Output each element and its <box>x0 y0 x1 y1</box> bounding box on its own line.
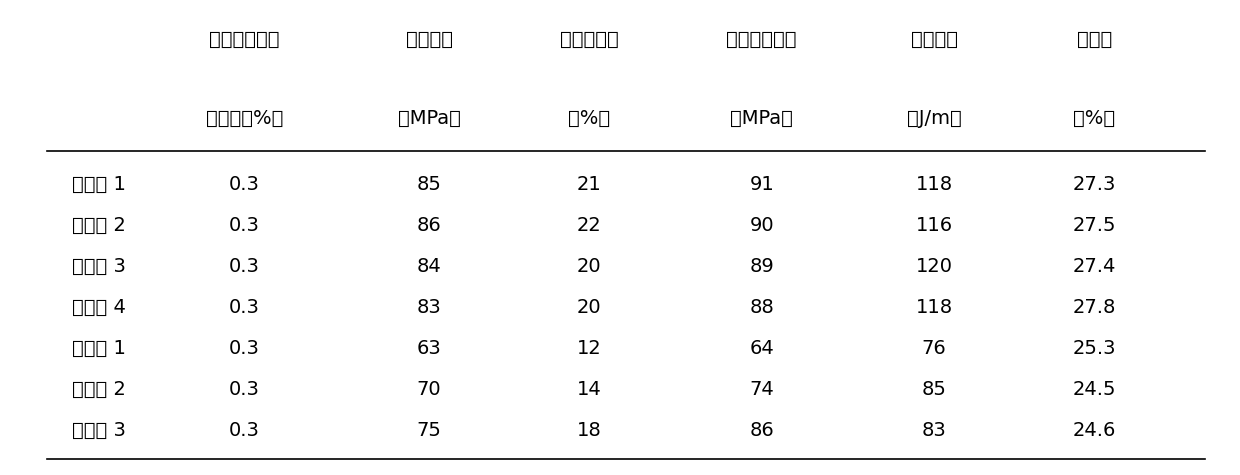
Text: 76: 76 <box>921 339 946 358</box>
Text: （J/m）: （J/m） <box>906 109 961 128</box>
Text: 88: 88 <box>749 298 774 317</box>
Text: 120: 120 <box>915 256 952 275</box>
Text: 116: 116 <box>915 216 952 235</box>
Text: 对比例 1: 对比例 1 <box>72 339 125 358</box>
Text: 118: 118 <box>915 174 952 193</box>
Text: 12: 12 <box>577 339 601 358</box>
Text: 89: 89 <box>749 256 774 275</box>
Text: 118: 118 <box>915 298 952 317</box>
Text: 添加量（%）: 添加量（%） <box>206 109 283 128</box>
Text: 83: 83 <box>417 298 441 317</box>
Text: 24.6: 24.6 <box>1073 421 1116 440</box>
Text: 64: 64 <box>749 339 774 358</box>
Text: 85: 85 <box>417 174 441 193</box>
Text: 86: 86 <box>417 216 441 235</box>
Text: 最大弯曲强度: 最大弯曲强度 <box>727 30 797 49</box>
Text: 0.3: 0.3 <box>229 298 259 317</box>
Text: （%）: （%） <box>1073 109 1115 128</box>
Text: 0.3: 0.3 <box>229 174 259 193</box>
Text: 实施例 4: 实施例 4 <box>72 298 125 317</box>
Text: 对比例 3: 对比例 3 <box>72 421 125 440</box>
Text: 22: 22 <box>577 216 601 235</box>
Text: 27.4: 27.4 <box>1073 256 1116 275</box>
Text: 冲击强度: 冲击强度 <box>910 30 957 49</box>
Text: 63: 63 <box>417 339 441 358</box>
Text: 85: 85 <box>921 380 946 399</box>
Text: 91: 91 <box>749 174 774 193</box>
Text: 氧指数: 氧指数 <box>1076 30 1112 49</box>
Text: 14: 14 <box>577 380 601 399</box>
Text: 75: 75 <box>417 421 441 440</box>
Text: 0.3: 0.3 <box>229 256 259 275</box>
Text: 20: 20 <box>577 298 601 317</box>
Text: 0.3: 0.3 <box>229 421 259 440</box>
Text: 氨基化石墨烯: 氨基化石墨烯 <box>210 30 279 49</box>
Text: 27.8: 27.8 <box>1073 298 1116 317</box>
Text: 20: 20 <box>577 256 601 275</box>
Text: （%）: （%） <box>568 109 610 128</box>
Text: （MPa）: （MPa） <box>398 109 460 128</box>
Text: 27.3: 27.3 <box>1073 174 1116 193</box>
Text: 0.3: 0.3 <box>229 339 259 358</box>
Text: 90: 90 <box>749 216 774 235</box>
Text: 断裂伸长率: 断裂伸长率 <box>559 30 619 49</box>
Text: 24.5: 24.5 <box>1073 380 1116 399</box>
Text: 0.3: 0.3 <box>229 380 259 399</box>
Text: 0.3: 0.3 <box>229 216 259 235</box>
Text: 实施例 2: 实施例 2 <box>72 216 125 235</box>
Text: 86: 86 <box>749 421 774 440</box>
Text: 实施例 3: 实施例 3 <box>72 256 125 275</box>
Text: 70: 70 <box>417 380 441 399</box>
Text: 实施例 1: 实施例 1 <box>72 174 125 193</box>
Text: 74: 74 <box>749 380 774 399</box>
Text: 84: 84 <box>417 256 441 275</box>
Text: 25.3: 25.3 <box>1073 339 1116 358</box>
Text: 对比例 2: 对比例 2 <box>72 380 125 399</box>
Text: 拉伸强度: 拉伸强度 <box>405 30 453 49</box>
Text: 18: 18 <box>577 421 601 440</box>
Text: 83: 83 <box>921 421 946 440</box>
Text: 21: 21 <box>577 174 601 193</box>
Text: 27.5: 27.5 <box>1073 216 1116 235</box>
Text: （MPa）: （MPa） <box>730 109 794 128</box>
